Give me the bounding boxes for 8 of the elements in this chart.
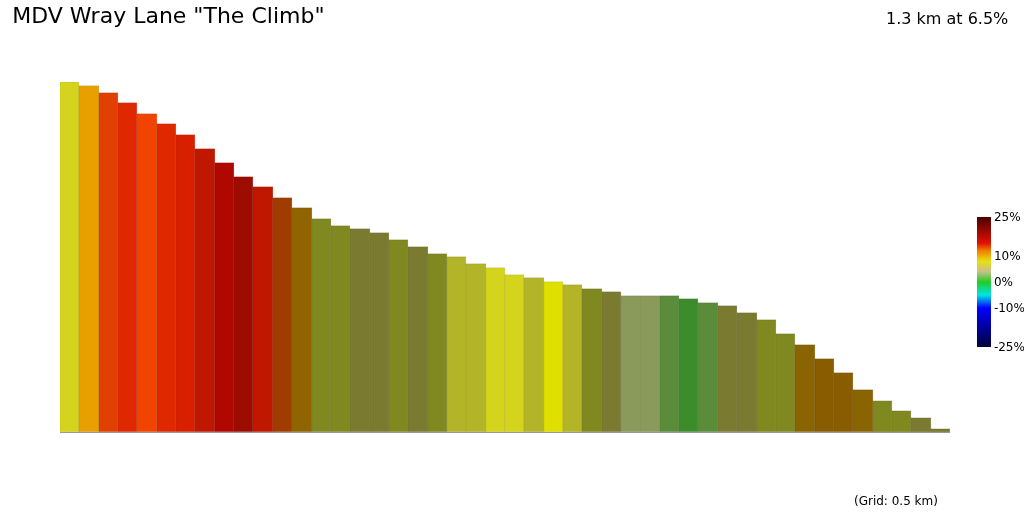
color-bar-label: 10% <box>993 248 1021 263</box>
text: 1.3 km at 6.5% <box>886 9 1009 28</box>
color-bar-label: -10% <box>993 300 1024 315</box>
color-bar-label: 0% <box>993 274 1013 289</box>
color-bar-label: -25% <box>993 339 1024 354</box>
chart-title: MDV Wray Lane "The Climb" <box>12 3 325 29</box>
color-bar-label: 25% <box>993 209 1021 224</box>
text: (Grid: 0.5 km) <box>854 494 938 508</box>
